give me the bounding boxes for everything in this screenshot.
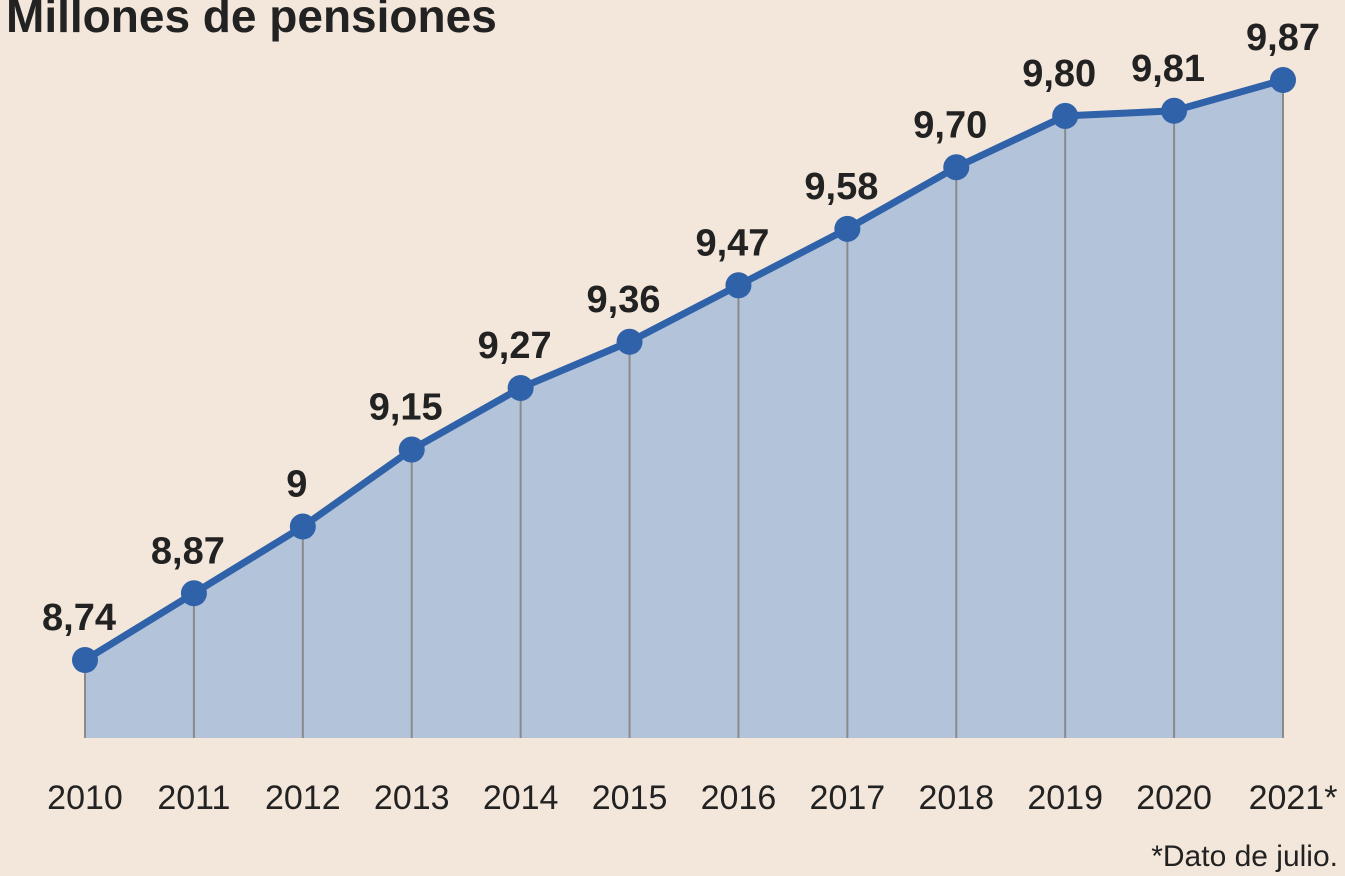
point bbox=[180, 580, 207, 607]
value-label: 9,47 bbox=[695, 222, 769, 264]
line bbox=[83, 76, 1284, 663]
area bbox=[85, 80, 1283, 738]
x-tick-label: 2020 bbox=[1136, 779, 1212, 817]
point bbox=[1161, 97, 1188, 124]
point bbox=[72, 647, 98, 673]
point bbox=[1052, 102, 1079, 129]
x-tick-label: 2015 bbox=[592, 779, 668, 817]
value-label: 8,74 bbox=[42, 597, 116, 639]
point bbox=[1270, 67, 1296, 93]
x-tick-label: 2010 bbox=[47, 779, 123, 817]
x-tick-label: 2011 bbox=[157, 779, 230, 817]
value-label: 9,27 bbox=[478, 325, 552, 367]
value-label: 9,36 bbox=[587, 279, 661, 321]
x-tick-label: 2013 bbox=[374, 779, 450, 817]
x-tick-label: 2016 bbox=[701, 779, 777, 817]
value-label: 9,80 bbox=[1022, 53, 1096, 95]
value-label: 9 bbox=[286, 464, 307, 506]
x-tick-label: 2021* bbox=[1249, 779, 1338, 817]
footnote: *Dato de julio. bbox=[1151, 840, 1338, 873]
point bbox=[616, 328, 643, 355]
chart-title: Millones de pensiones bbox=[6, 0, 497, 42]
value-label: 9,70 bbox=[913, 104, 987, 146]
point bbox=[834, 215, 861, 242]
x-tick-label: 2019 bbox=[1027, 779, 1103, 817]
x-tick-label: 2018 bbox=[918, 779, 994, 817]
x-tick-label: 2014 bbox=[483, 779, 559, 817]
value-label: 8,87 bbox=[151, 530, 225, 572]
point bbox=[725, 272, 752, 299]
value-label: 9,87 bbox=[1246, 17, 1320, 59]
point bbox=[943, 154, 970, 181]
point bbox=[398, 436, 425, 463]
point bbox=[289, 513, 316, 540]
point bbox=[507, 374, 534, 401]
value-label: 9,81 bbox=[1131, 48, 1205, 90]
value-label: 9,15 bbox=[369, 387, 443, 429]
value-label: 9,58 bbox=[804, 166, 878, 208]
x-tick-label: 2017 bbox=[810, 779, 886, 817]
x-tick-label: 2012 bbox=[265, 779, 341, 817]
